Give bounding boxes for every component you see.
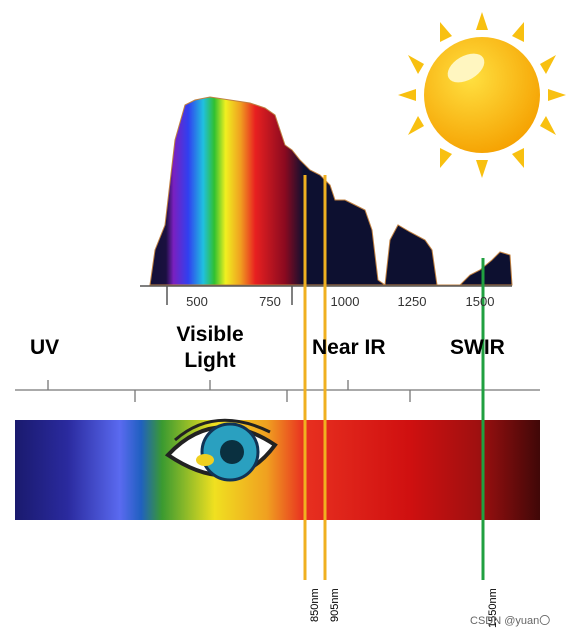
marker-label: 905nm <box>329 588 341 622</box>
marker-label: 850nm <box>309 588 321 622</box>
solar-spectrum <box>149 96 513 286</box>
region-bracket <box>15 380 540 402</box>
watermark: CSDN @yuan〇 <box>470 615 551 627</box>
region-label: UV <box>30 336 60 359</box>
color-band <box>15 420 540 520</box>
tick-label: 1000 <box>330 294 360 309</box>
tick-label: 750 <box>259 294 281 309</box>
tick-label: 1500 <box>465 294 495 309</box>
tick-label: 1250 <box>397 294 427 309</box>
region-label: Visible Light <box>176 323 244 372</box>
region-label: SWIR <box>450 336 505 359</box>
eye <box>164 418 278 482</box>
tick-label: 500 <box>186 294 208 309</box>
sun <box>398 12 566 178</box>
region-label: Near IR <box>312 336 386 359</box>
